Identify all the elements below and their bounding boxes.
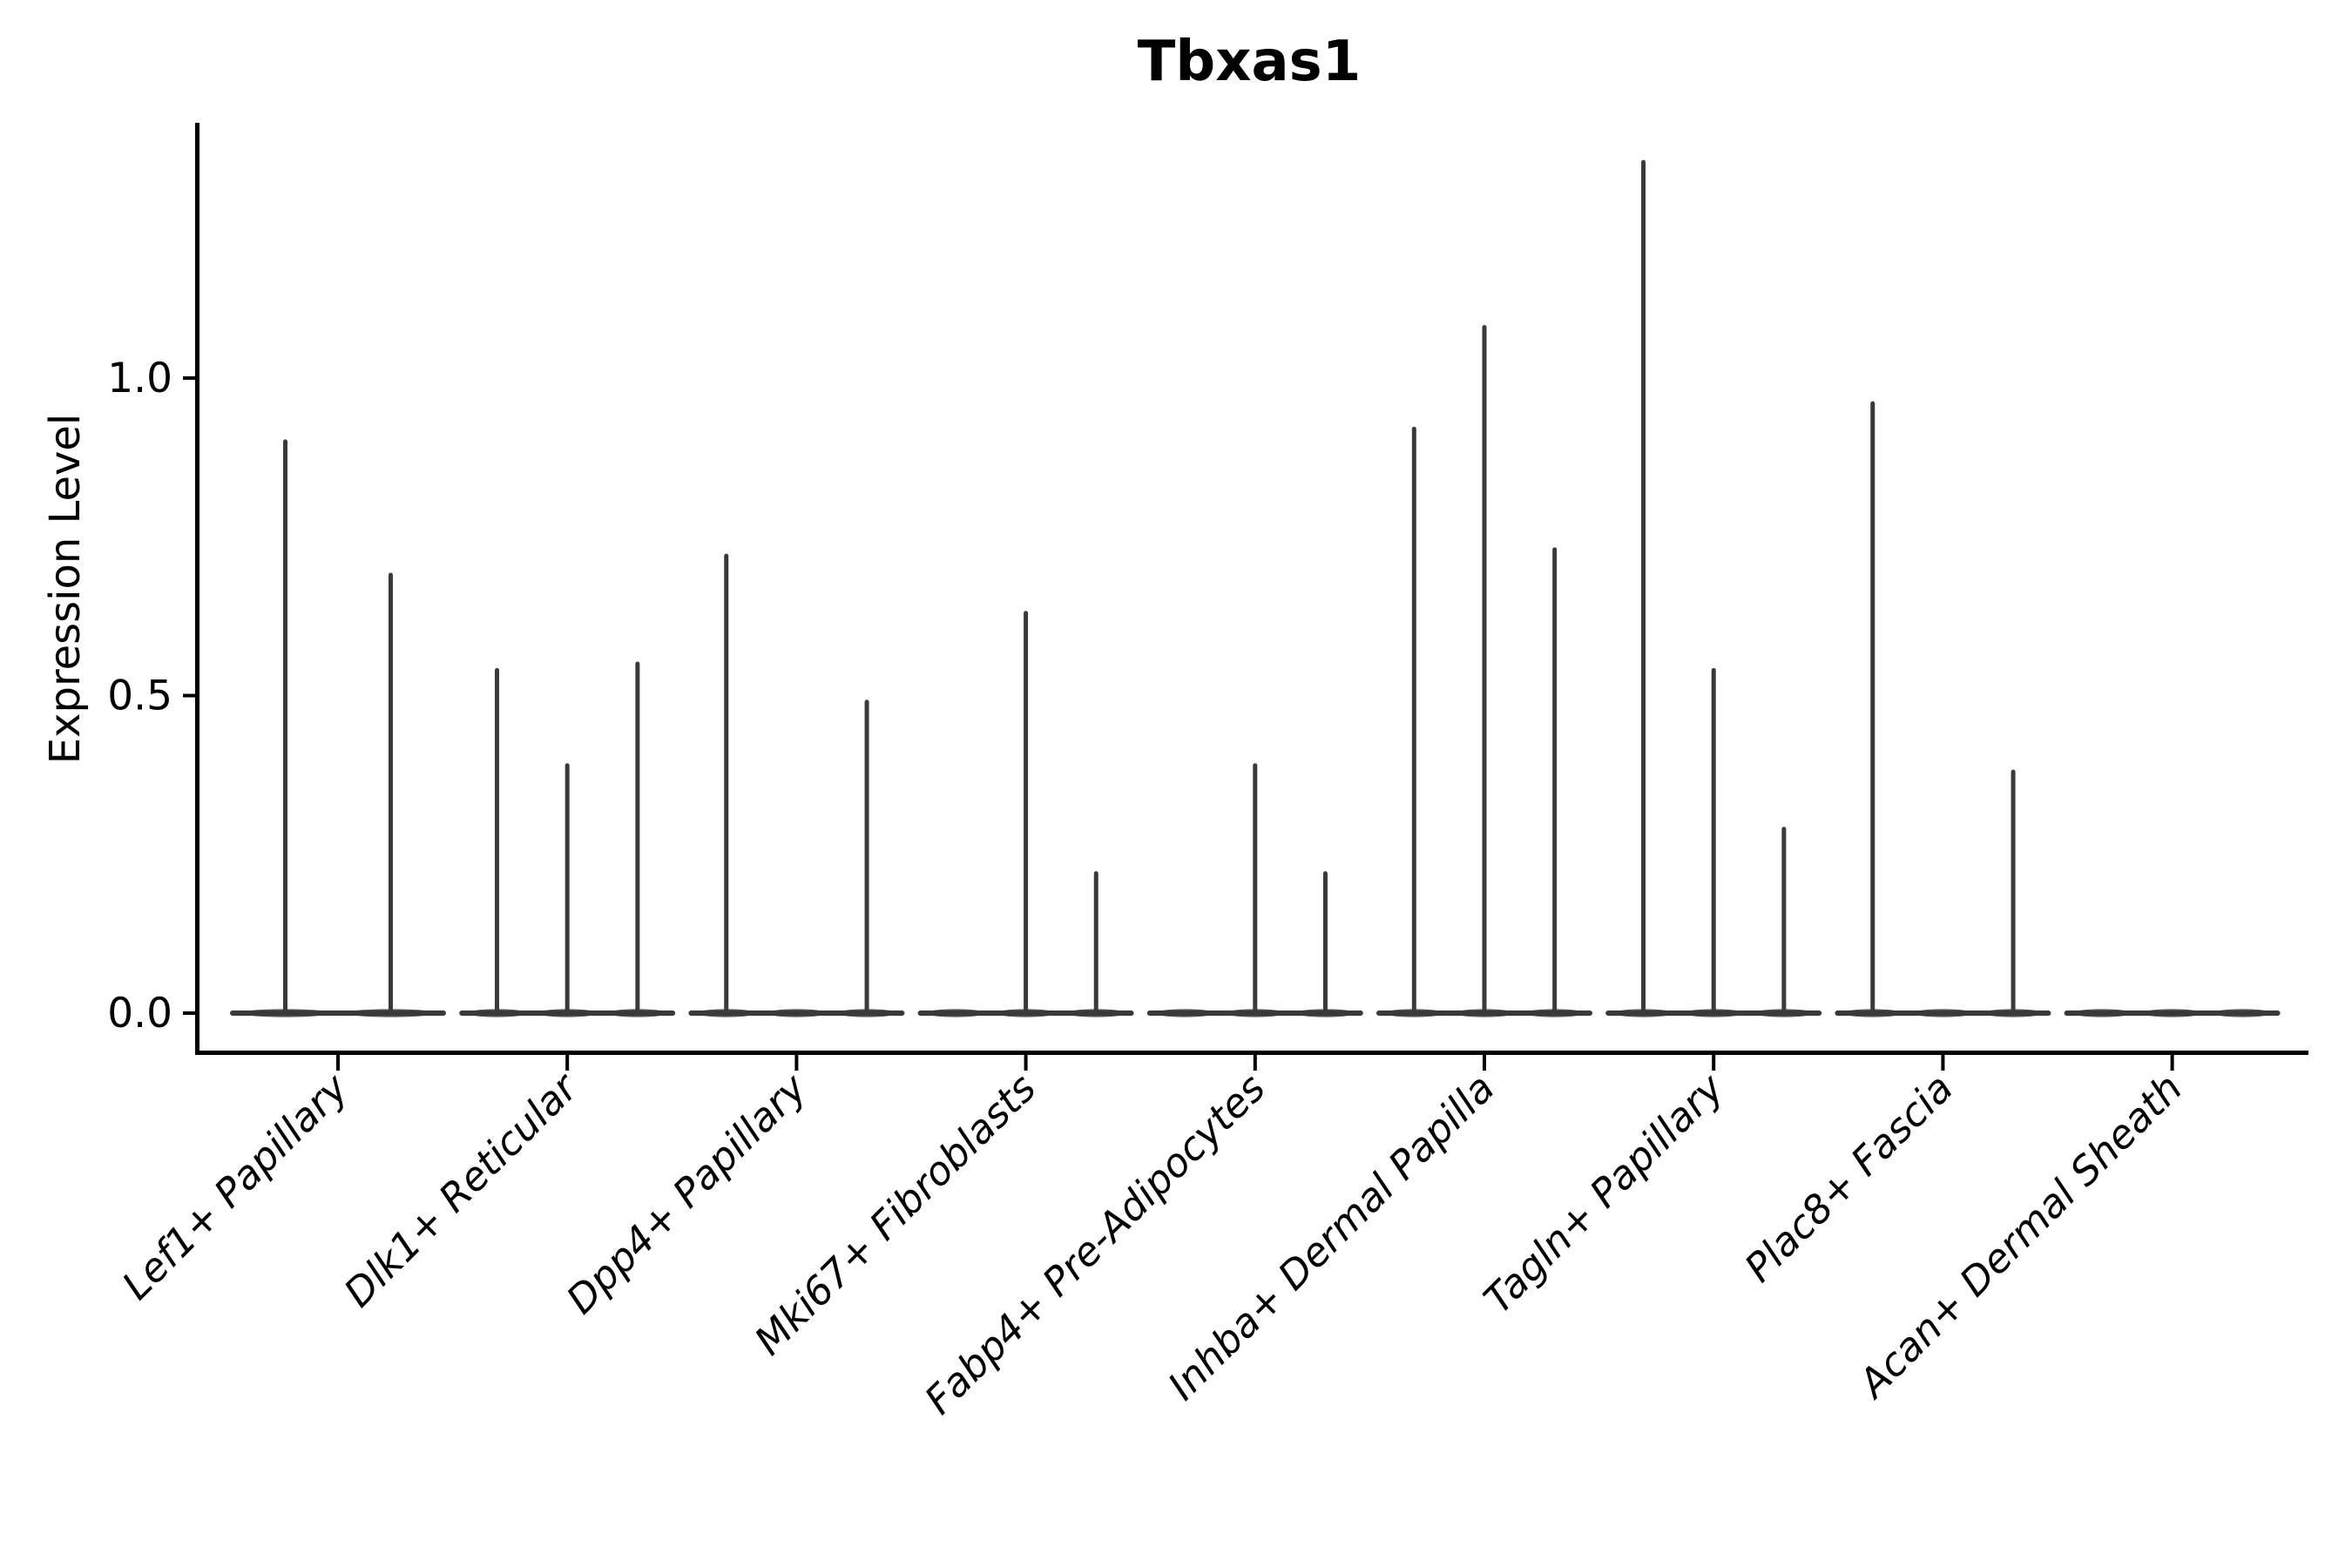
y-tick-label: 1.0 (107, 355, 172, 402)
y-tick-label: 0.0 (107, 990, 172, 1037)
violin-bulge (2141, 1009, 2203, 1017)
violin-bulge (2072, 1009, 2132, 1017)
violin-bulge (1912, 1009, 1974, 1017)
chart-title: Tbxas1 (1137, 30, 1362, 94)
violin-bulge (2212, 1009, 2273, 1017)
x-tick-label: Tagln+ Papillary (1475, 1064, 1734, 1322)
y-tick-label: 0.5 (107, 672, 172, 720)
x-axis-spine (195, 1051, 2308, 1055)
x-tick-label: Dpp4+ Papillary (558, 1064, 816, 1322)
y-axis-label: Expression Level (41, 413, 90, 765)
violin-bulge (766, 1009, 828, 1017)
violin-bulge (1154, 1009, 1215, 1017)
x-tick-label: Dlk1+ Reticular (335, 1064, 588, 1316)
x-tick-label: Plac8+ Fascia (1735, 1064, 1962, 1291)
violin-bulge (925, 1009, 986, 1017)
y-axis-spine (195, 123, 199, 1055)
x-tick-label: Lef1+ Papillary (113, 1064, 358, 1308)
